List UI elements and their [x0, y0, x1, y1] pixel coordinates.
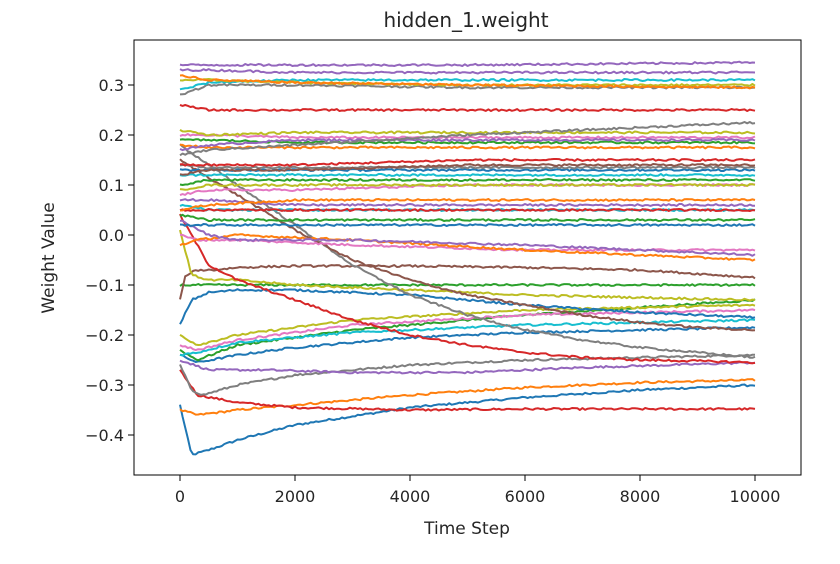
y-tick-label: −0.1: [85, 276, 124, 295]
x-tick-label: 10000: [730, 487, 781, 506]
x-tick-label: 2000: [275, 487, 316, 506]
y-tick-label: 0.0: [99, 226, 124, 245]
y-tick-label: 0.1: [99, 176, 124, 195]
y-tick-label: −0.2: [85, 326, 124, 345]
y-tick-label: −0.3: [85, 376, 124, 395]
y-tick-label: 0.2: [99, 126, 124, 145]
y-axis-label: Weight Value: [39, 202, 59, 313]
chart-title: hidden_1.weight: [383, 8, 548, 32]
x-axis-label: Time Step: [423, 519, 510, 539]
y-tick-label: 0.3: [99, 76, 124, 95]
x-tick-label: 8000: [620, 487, 661, 506]
y-tick-label: −0.4: [85, 426, 124, 445]
x-tick-label: 6000: [505, 487, 546, 506]
x-tick-label: 4000: [390, 487, 431, 506]
x-tick-label: 0: [175, 487, 185, 506]
